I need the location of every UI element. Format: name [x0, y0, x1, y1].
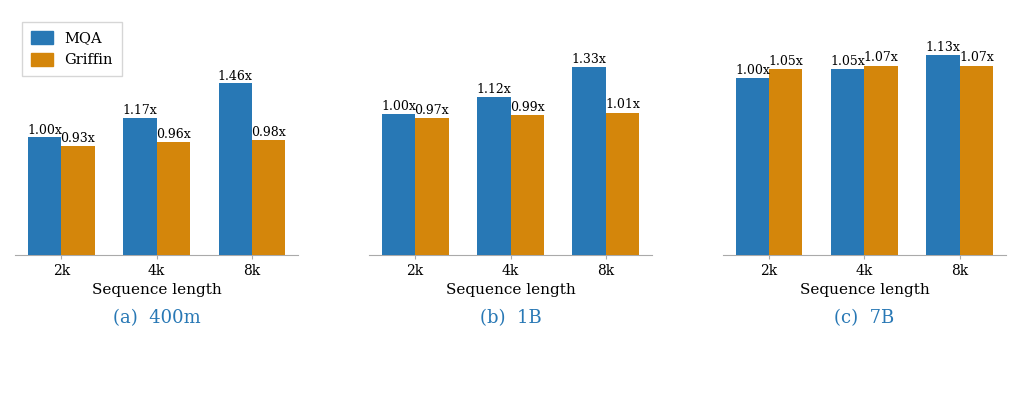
X-axis label: Sequence length: Sequence length [445, 283, 576, 297]
Text: 1.00x: 1.00x [735, 63, 770, 76]
Text: 1.07x: 1.07x [959, 51, 993, 64]
Title: (b)  1B: (b) 1B [480, 309, 541, 327]
Bar [28, 138, 61, 255]
Text: 0.99x: 0.99x [509, 101, 544, 114]
Bar [156, 142, 190, 255]
Text: 0.93x: 0.93x [60, 132, 95, 145]
Bar [218, 84, 252, 255]
Text: 1.46x: 1.46x [217, 70, 252, 83]
Bar [926, 55, 960, 255]
Text: 1.00x: 1.00x [381, 100, 416, 113]
Bar [382, 114, 416, 255]
Bar [573, 67, 605, 255]
Bar [769, 69, 803, 255]
Title: (a)  400m: (a) 400m [112, 309, 200, 327]
Bar [605, 113, 639, 255]
Text: 0.98x: 0.98x [251, 126, 286, 139]
Bar [416, 118, 448, 255]
Bar [960, 65, 993, 255]
Bar [61, 146, 95, 255]
Bar [477, 97, 510, 255]
Bar [736, 78, 769, 255]
Text: 1.07x: 1.07x [864, 51, 898, 64]
Bar [252, 140, 285, 255]
Text: 0.96x: 0.96x [156, 128, 191, 141]
Text: 0.97x: 0.97x [415, 104, 449, 117]
Text: 1.12x: 1.12x [477, 83, 512, 96]
Bar [124, 117, 156, 255]
Text: 1.00x: 1.00x [28, 123, 62, 136]
X-axis label: Sequence length: Sequence length [799, 283, 929, 297]
Text: 1.33x: 1.33x [572, 53, 606, 66]
Text: 1.17x: 1.17x [123, 104, 157, 117]
Text: 1.13x: 1.13x [926, 41, 961, 54]
Text: 1.05x: 1.05x [769, 55, 804, 68]
Text: 1.05x: 1.05x [830, 55, 865, 68]
Text: 1.01x: 1.01x [605, 98, 640, 112]
Bar [831, 69, 865, 255]
Bar [865, 65, 897, 255]
Legend: MQA, Griffin: MQA, Griffin [22, 22, 121, 76]
Bar [510, 115, 544, 255]
Title: (c)  7B: (c) 7B [834, 309, 894, 327]
X-axis label: Sequence length: Sequence length [92, 283, 222, 297]
